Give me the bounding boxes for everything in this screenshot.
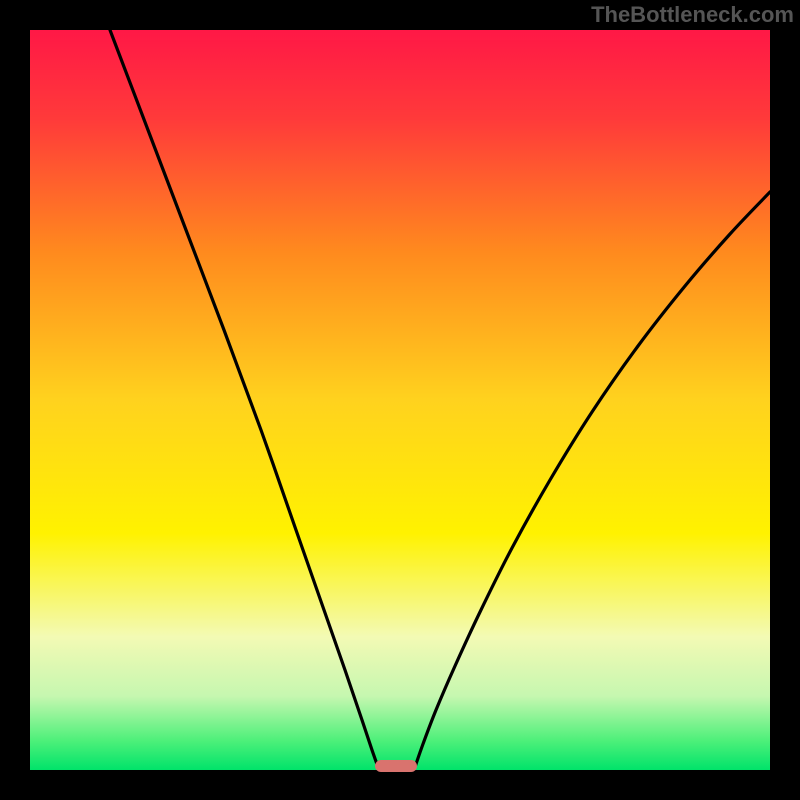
- gradient-background: [30, 30, 770, 770]
- watermark-text: TheBottleneck.com: [591, 2, 794, 28]
- bottleneck-chart: [0, 0, 800, 800]
- chart-root: TheBottleneck.com: [0, 0, 800, 800]
- optimal-marker: [375, 760, 417, 772]
